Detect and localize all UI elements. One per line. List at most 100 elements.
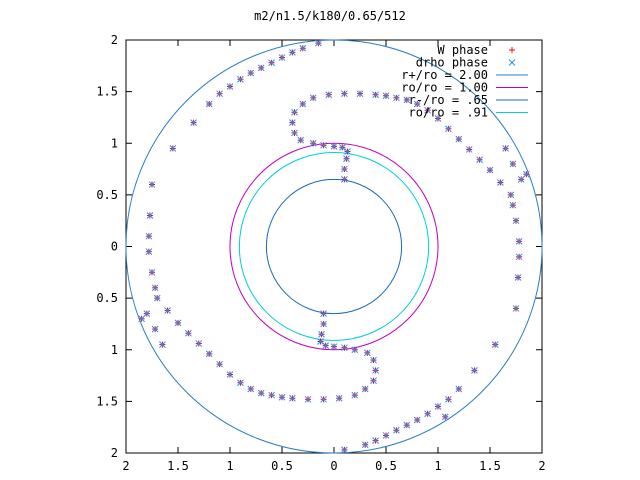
drho-phase-point <box>403 421 411 429</box>
drho-phase-point <box>309 139 317 147</box>
drho-phase-point <box>341 446 348 454</box>
drho-phase-point <box>297 136 305 144</box>
drho-phase-point <box>257 389 265 397</box>
drho-phase-point <box>382 432 390 439</box>
drho-phase-point <box>509 201 517 209</box>
drho-phase-point <box>237 379 244 387</box>
drho-phase-point <box>190 119 197 126</box>
drho-phase-point <box>523 170 530 178</box>
drho-phase-point <box>341 176 348 183</box>
drho-phase-point <box>515 253 523 261</box>
drho-phase-point <box>205 350 213 358</box>
drho-phase-point <box>291 108 298 116</box>
drho-phase-point <box>361 385 369 393</box>
legend-label: ro/ro = .91 <box>409 106 488 120</box>
drho-phase-point <box>143 310 151 317</box>
drho-phase-point <box>325 91 333 99</box>
x-tick-label: 1.5 <box>479 459 501 473</box>
circle-ro-ro-1-00 <box>229 142 439 351</box>
drho-phase-point <box>514 274 522 281</box>
legend-label: r+/ro = 2.00 <box>401 68 488 82</box>
drho-phase-point <box>361 441 369 449</box>
drho-phase-point <box>341 165 348 173</box>
drho-phase-point <box>216 90 223 98</box>
drho-phase-point <box>330 343 338 351</box>
drho-phase-point <box>159 341 166 348</box>
drho-phase-point <box>471 367 478 374</box>
drho-phase-point <box>145 248 153 256</box>
drho-phase-point <box>338 144 346 151</box>
drho-phase-point <box>138 315 145 323</box>
drho-phase-point <box>512 305 520 312</box>
drho-phase-point <box>309 94 317 102</box>
drho-phase-point <box>320 395 327 403</box>
drho-phase-point <box>164 307 171 314</box>
legend-cross-marker <box>508 59 516 66</box>
x-tick-label: 0.5 <box>375 459 397 473</box>
y-tick-label: 1.5 <box>96 394 118 408</box>
x-tick-label: 0.5 <box>271 459 293 473</box>
drho-phase-point <box>289 119 296 126</box>
drho-phase-point <box>291 129 298 137</box>
drho-phase-point <box>148 181 156 188</box>
drho-phase-point <box>247 69 255 77</box>
drho-phase-point <box>372 437 379 444</box>
circle-r-ro-65 <box>265 178 403 315</box>
drho-phase-point <box>491 341 499 348</box>
axis-ticks: 2 1.5 1 0.5 0 0.5 1 1.5 221.510.500.511.52 <box>96 33 545 473</box>
drho-phase-point <box>363 349 371 357</box>
drho-phase-point <box>289 394 296 402</box>
y-tick-label: 0.5 <box>96 188 118 202</box>
drho-phase-point <box>445 395 452 403</box>
drho-phase-point <box>455 385 463 393</box>
drho-phase-point <box>413 100 421 108</box>
y-tick-label: 1.5 <box>96 85 118 99</box>
drho-phase-point <box>216 360 223 368</box>
drho-phase-point <box>174 319 182 327</box>
drho-phase-point <box>507 191 515 199</box>
drho-phase-point <box>268 59 275 67</box>
drho-phase-point <box>502 145 509 152</box>
drho-phase-point <box>226 371 234 378</box>
circle-ro-ro-91 <box>238 152 430 341</box>
data-points <box>138 39 530 454</box>
drho-phase-point <box>515 237 523 245</box>
drho-phase-point <box>257 64 265 72</box>
drho-phase-point <box>351 346 359 354</box>
drho-phase-point <box>315 39 322 47</box>
drho-phase-point <box>486 166 494 174</box>
chart-title: m2/n1.5/k180/0.65/512 <box>254 9 406 23</box>
drho-phase-point <box>318 330 325 338</box>
drho-phase-point <box>169 145 177 152</box>
drho-phase-point <box>330 142 338 150</box>
drho-phase-point <box>434 403 442 410</box>
drho-phase-point <box>335 394 343 402</box>
drho-phase-point <box>372 367 379 374</box>
y-tick-label: 1 <box>111 136 118 150</box>
drho-phase-point <box>455 135 463 143</box>
drho-phase-point <box>476 156 483 164</box>
x-tick-label: 2 <box>122 459 129 473</box>
y-tick-label: 2 <box>111 446 118 460</box>
y-tick-label: 0 <box>111 240 118 254</box>
x-tick-label: 2 <box>538 459 545 473</box>
drho-phase-point <box>424 106 431 114</box>
y-tick-label: 1 <box>111 343 118 357</box>
drho-phase-point <box>299 100 307 108</box>
circle-r-ro-2-00 <box>125 39 543 454</box>
drho-phase-point <box>393 94 400 102</box>
drho-phase-point <box>205 100 213 108</box>
drho-phase-point <box>320 310 327 317</box>
drho-phase-point <box>148 268 156 276</box>
legend-label: drho phase <box>416 56 488 70</box>
drho-phase-point <box>268 391 275 399</box>
drho-phase-point <box>403 96 411 104</box>
drho-phase-point <box>195 340 203 347</box>
legend-label: ro/ro = 1.00 <box>401 81 488 95</box>
drho-phase-point <box>341 344 348 352</box>
drho-phase-point <box>356 90 364 98</box>
drho-phase-point <box>304 395 312 403</box>
drho-phase-point <box>441 413 449 421</box>
drho-phase-point <box>299 44 307 52</box>
